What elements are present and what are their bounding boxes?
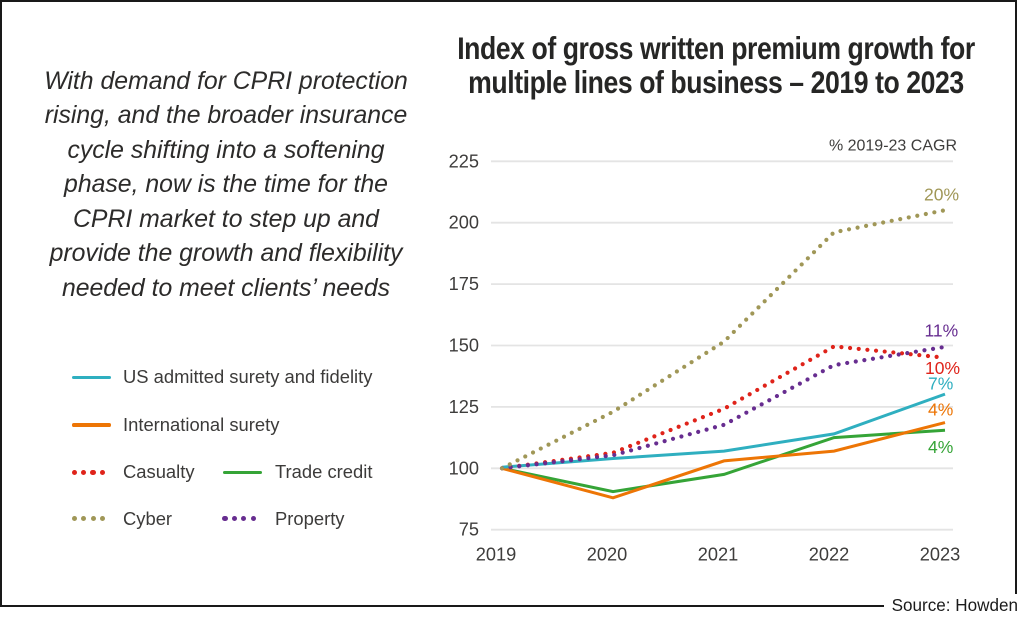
svg-text:20%: 20% [924,185,959,205]
svg-text:2019: 2019 [476,545,516,565]
svg-text:4%: 4% [928,437,953,457]
svg-text:2022: 2022 [809,545,849,565]
svg-text:175: 175 [449,274,479,294]
svg-text:10%: 10% [925,358,960,378]
svg-text:2023: 2023 [920,545,960,565]
svg-text:4%: 4% [928,399,953,419]
svg-text:2020: 2020 [587,545,627,565]
svg-text:150: 150 [449,336,479,356]
svg-text:7%: 7% [928,374,953,394]
svg-text:200: 200 [449,213,479,233]
svg-text:225: 225 [449,151,479,171]
svg-text:11%: 11% [925,320,959,340]
svg-text:75: 75 [459,520,479,540]
svg-text:100: 100 [449,458,479,478]
svg-text:% 2019-23 CAGR: % 2019-23 CAGR [829,138,957,155]
svg-text:2021: 2021 [698,545,738,565]
svg-text:125: 125 [449,397,479,417]
